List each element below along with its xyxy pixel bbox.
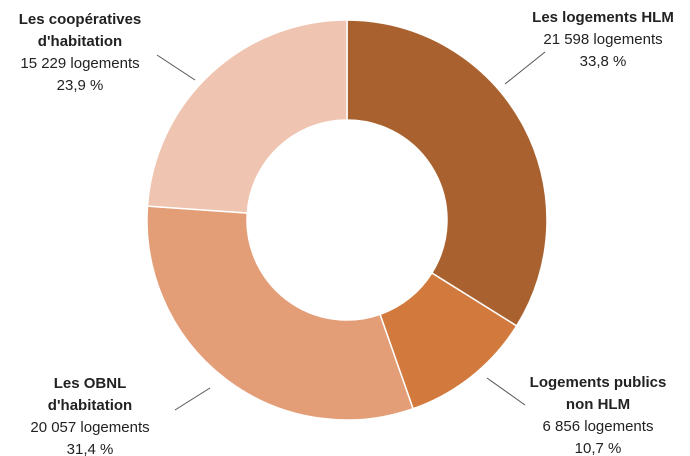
donut-slice	[146, 205, 415, 421]
leader-line	[504, 51, 546, 85]
category-label: Logements publics	[530, 374, 667, 391]
category-label: Les OBNL	[54, 375, 127, 392]
value-label: 20 057 logements	[30, 419, 149, 436]
value-label: 6 856 logements	[543, 418, 654, 435]
category-label: non HLM	[566, 396, 630, 413]
donut-slice	[346, 19, 548, 327]
value-label: 21 598 logements	[543, 31, 662, 48]
category-label: Les logements HLM	[532, 9, 674, 26]
percentage-label: 10,7 %	[575, 440, 622, 456]
donut-slice	[146, 19, 348, 214]
leader-line	[174, 387, 211, 411]
percentage-label: 33,8 %	[580, 53, 627, 70]
category-label: Les coopératives	[19, 11, 142, 28]
leader-line	[486, 377, 526, 406]
value-label: 15 229 logements	[20, 55, 139, 72]
leader-line	[156, 54, 196, 81]
percentage-label: 23,9 %	[57, 77, 104, 94]
percentage-label: 31,4 %	[67, 441, 114, 456]
category-label: d'habitation	[48, 397, 132, 414]
category-label: d'habitation	[38, 33, 122, 50]
